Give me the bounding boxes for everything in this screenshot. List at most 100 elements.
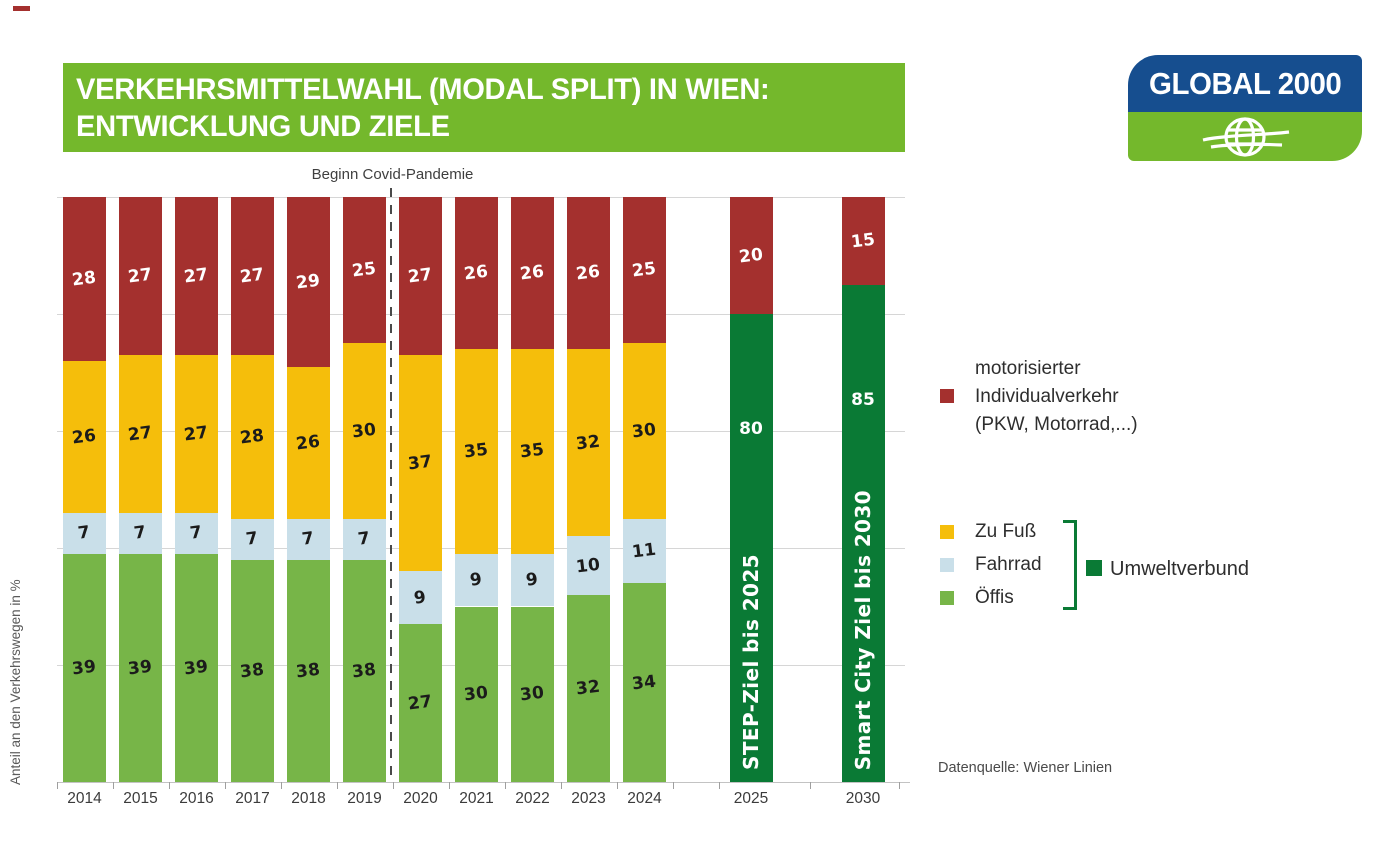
x-tick-label-2020: 2020 [403,790,438,807]
legend-group-bracket [1063,520,1077,610]
bar-value-label: 30 [351,419,378,443]
covid-dashed-line [390,188,392,782]
bar-value-label: 27 [183,422,210,446]
bar-segment-2017-motorisierter: 27 [231,197,274,355]
bar-segment-2017-fahrrad: 7 [231,518,274,560]
bar-segment-2014-motorisierter: 28 [63,197,106,361]
y-axis-label: Anteil an den Verkehrswegen in % [8,579,23,785]
bar-segment-2023-zu: 32 [567,349,610,537]
axis-tick [810,782,811,789]
bar-segment-2022-öffis: 30 [511,606,554,782]
target-bar-label-2030: Smart City Ziel bis 2030 [851,489,875,770]
bar-value-label: 85 [851,389,875,410]
bar-segment-2019-fahrrad: 7 [343,518,386,560]
bar-value-label: 30 [631,419,658,443]
bar-value-label: 28 [71,267,98,291]
legend-label-oeffis: Öffis [975,587,1014,608]
bar-value-label: 32 [575,676,602,700]
bar-value-label: 39 [183,656,210,680]
bar-segment-2022-zu: 35 [511,349,554,554]
bar-value-label: 15 [849,229,877,253]
bar-value-label: 38 [239,659,266,683]
bar-value-label: 27 [127,422,154,446]
legend-swatch-oeffis [940,591,954,605]
global2000-logo: GLOBAL 2000 [1128,55,1362,161]
corner-mark [13,6,30,11]
bar-value-label: 7 [245,528,260,550]
logo-blue-band: GLOBAL 2000 [1128,55,1362,112]
bar-segment-2017-öffis: 38 [231,559,274,782]
x-tick-label-2019: 2019 [347,790,382,807]
bar-value-label: 38 [351,659,378,683]
axis-tick [56,782,58,789]
x-tick-label-2022: 2022 [515,790,550,807]
legend-swatch-fahrrad [940,558,954,572]
bar-segment-2017-zu: 28 [231,355,274,519]
bar-segment-2018-motorisierter: 29 [287,197,330,367]
bar-value-label: 26 [575,261,602,285]
bar-segment-2025-motorisierter: 20 [729,197,773,314]
bar-segment-2016-zu: 27 [175,354,218,513]
x-tick-label-2017: 2017 [235,790,270,807]
bar-value-label: 26 [295,431,322,455]
globe-icon [1202,116,1290,157]
bar-segment-2022-motorisierter: 26 [511,197,554,350]
axis-tick [672,782,674,789]
bar-segment-2023-motorisierter: 26 [567,197,610,350]
bar-value-label: 39 [71,656,98,680]
bar-segment-2019-motorisierter: 25 [343,197,386,344]
bar-segment-2014-öffis: 39 [63,553,106,782]
bar-value-label: 28 [239,425,266,449]
x-tick-label-2016: 2016 [179,790,214,807]
bar-segment-2015-fahrrad: 7 [119,512,162,554]
bar-value-label: 10 [575,554,602,577]
bar-segment-2025-umweltverbund: 80 STEP-Ziel bis 2025 [729,314,773,782]
legend-swatch-umweltverbund [1086,560,1102,576]
axis-tick [448,782,450,789]
axis-tick [899,782,900,789]
bar-value-label: 7 [357,528,372,550]
bar-value-label: 27 [407,691,434,715]
bar-value-label: 26 [71,425,98,449]
axis-tick [616,782,618,789]
bar-segment-2016-fahrrad: 7 [175,512,218,554]
x-tick-label-2023: 2023 [571,790,606,807]
axis-tick [560,782,562,789]
bar-segment-2019-öffis: 38 [343,559,386,782]
bar-value-label: 11 [631,539,658,563]
bar-value-label: 30 [519,682,546,706]
axis-tick [280,782,282,789]
axis-tick [336,782,338,789]
bar-value-label: 37 [407,451,434,475]
bar-segment-2020-öffis: 27 [399,624,442,782]
bar-value-label: 26 [519,261,546,285]
bar-value-label: 27 [183,264,210,288]
legend-swatch-zufuss [940,525,954,539]
bar-segment-2022-fahrrad: 9 [511,553,554,607]
bar-value-label: 38 [295,659,322,683]
axis-tick [504,782,506,789]
bar-segment-2021-motorisierter: 26 [455,197,498,350]
bar-value-label: 27 [127,264,154,288]
bar-segment-2018-öffis: 38 [287,559,330,782]
legend-label-zufuss: Zu Fuß [975,521,1037,542]
bar-segment-2015-öffis: 39 [119,553,162,782]
bar-segment-2015-motorisierter: 27 [119,197,162,355]
x-tick-label-2030: 2030 [845,790,881,807]
bar-value-label: 80 [739,419,763,439]
x-axis-line [57,782,910,783]
bar-segment-2020-motorisierter: 27 [399,197,442,355]
bar-segment-2019-zu: 30 [343,343,386,519]
x-tick-label-2018: 2018 [291,790,326,807]
page-title-line1: VERKEHRSMITTELWAHL (MODAL SPLIT) IN WIEN… [76,72,770,106]
legend-label-miv: motorisierter Individualverkehr (PKW, Mo… [975,358,1138,435]
bar-value-label: 34 [631,671,658,694]
bar-segment-2024-fahrrad: 11 [623,518,666,584]
bar-segment-2018-zu: 26 [287,366,330,519]
bar-segment-2023-fahrrad: 10 [567,536,610,595]
bar-segment-2014-fahrrad: 7 [63,512,106,554]
bar-segment-2014-zu: 26 [63,360,106,513]
x-tick-label-2025: 2025 [733,790,769,807]
bar-segment-2024-zu: 30 [623,343,666,519]
